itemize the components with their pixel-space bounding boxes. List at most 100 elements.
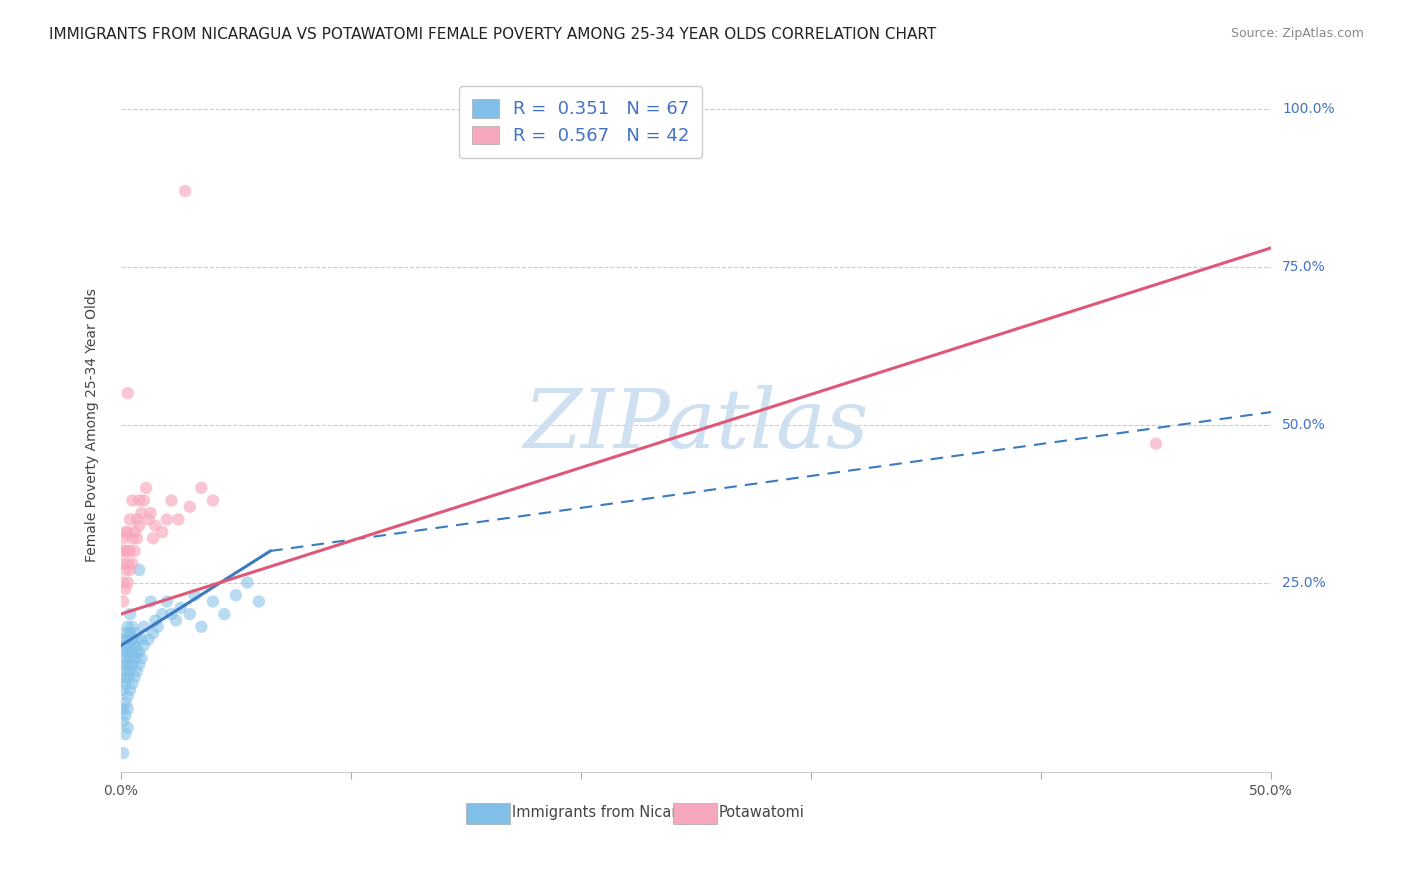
Text: Immigrants from Nicaragua: Immigrants from Nicaragua	[512, 805, 714, 820]
FancyBboxPatch shape	[673, 803, 717, 824]
Point	[112, 594, 135, 608]
Point	[118, 544, 141, 558]
Y-axis label: Female Poverty Among 25-34 Year Olds: Female Poverty Among 25-34 Year Olds	[86, 288, 100, 562]
Point	[132, 493, 155, 508]
Point	[156, 594, 179, 608]
Text: 100.0%: 100.0%	[1282, 102, 1334, 116]
Text: 75.0%: 75.0%	[1282, 260, 1326, 274]
Point	[118, 651, 141, 665]
Point	[139, 594, 162, 608]
Point	[117, 702, 139, 716]
Point	[117, 524, 139, 539]
Text: ZIPatlas: ZIPatlas	[523, 384, 869, 465]
Point	[114, 708, 136, 723]
Point	[125, 645, 148, 659]
Point	[117, 689, 139, 703]
Point	[124, 670, 146, 684]
Point	[142, 532, 165, 546]
Point	[128, 645, 150, 659]
Text: IMMIGRANTS FROM NICARAGUA VS POTAWATOMI FEMALE POVERTY AMONG 25-34 YEAR OLDS COR: IMMIGRANTS FROM NICARAGUA VS POTAWATOMI …	[49, 27, 936, 42]
Point	[132, 620, 155, 634]
Point	[131, 506, 153, 520]
Point	[143, 518, 166, 533]
Point	[169, 600, 191, 615]
Point	[118, 626, 141, 640]
Point	[190, 620, 212, 634]
Point	[117, 632, 139, 647]
Point	[118, 639, 141, 653]
Point	[117, 557, 139, 571]
Point	[1144, 436, 1167, 450]
Point	[124, 544, 146, 558]
Point	[167, 512, 190, 526]
Point	[201, 493, 224, 508]
Text: Source: ZipAtlas.com: Source: ZipAtlas.com	[1230, 27, 1364, 40]
Point	[112, 670, 135, 684]
Point	[179, 500, 201, 514]
Point	[114, 563, 136, 577]
Point	[112, 557, 135, 571]
Point	[124, 639, 146, 653]
Point	[121, 532, 143, 546]
Point	[121, 657, 143, 672]
Point	[143, 614, 166, 628]
Text: Potawatomi: Potawatomi	[718, 805, 804, 820]
Point	[121, 645, 143, 659]
Point	[114, 651, 136, 665]
Point	[112, 702, 135, 716]
Point	[160, 607, 183, 621]
Point	[236, 575, 259, 590]
Point	[150, 607, 173, 621]
Point	[114, 727, 136, 741]
Point	[183, 588, 205, 602]
Point	[117, 386, 139, 401]
Point	[179, 607, 201, 621]
Point	[121, 493, 143, 508]
Point	[114, 544, 136, 558]
Point	[121, 557, 143, 571]
Point	[131, 632, 153, 647]
Text: 50.0%: 50.0%	[1282, 417, 1326, 432]
Point	[146, 620, 169, 634]
Point	[201, 594, 224, 608]
Point	[118, 664, 141, 678]
Point	[165, 614, 187, 628]
Point	[112, 575, 135, 590]
Point	[174, 184, 197, 198]
Point	[125, 664, 148, 678]
Point	[125, 532, 148, 546]
Point	[112, 714, 135, 729]
Point	[112, 657, 135, 672]
Point	[117, 657, 139, 672]
Point	[114, 676, 136, 690]
Point	[118, 682, 141, 697]
Text: 25.0%: 25.0%	[1282, 575, 1326, 590]
Point	[121, 676, 143, 690]
Point	[112, 682, 135, 697]
Point	[117, 620, 139, 634]
Point	[114, 524, 136, 539]
Point	[112, 632, 135, 647]
Point	[112, 532, 135, 546]
Point	[114, 626, 136, 640]
Point	[160, 493, 183, 508]
Point	[114, 639, 136, 653]
Point	[118, 512, 141, 526]
Point	[131, 651, 153, 665]
Point	[118, 563, 141, 577]
Point	[112, 746, 135, 760]
Point	[132, 639, 155, 653]
Point	[247, 594, 270, 608]
Point	[114, 582, 136, 596]
Point	[225, 588, 247, 602]
Point	[138, 632, 160, 647]
Point	[125, 632, 148, 647]
Point	[114, 696, 136, 710]
Point	[128, 563, 150, 577]
Point	[156, 512, 179, 526]
Point	[118, 607, 141, 621]
Point	[117, 645, 139, 659]
Point	[138, 512, 160, 526]
Point	[117, 544, 139, 558]
Point	[135, 481, 157, 495]
